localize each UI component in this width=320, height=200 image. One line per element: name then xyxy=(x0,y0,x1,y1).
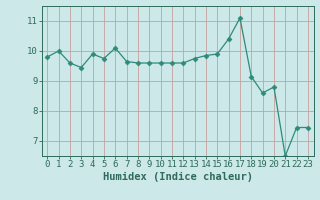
X-axis label: Humidex (Indice chaleur): Humidex (Indice chaleur) xyxy=(103,172,252,182)
